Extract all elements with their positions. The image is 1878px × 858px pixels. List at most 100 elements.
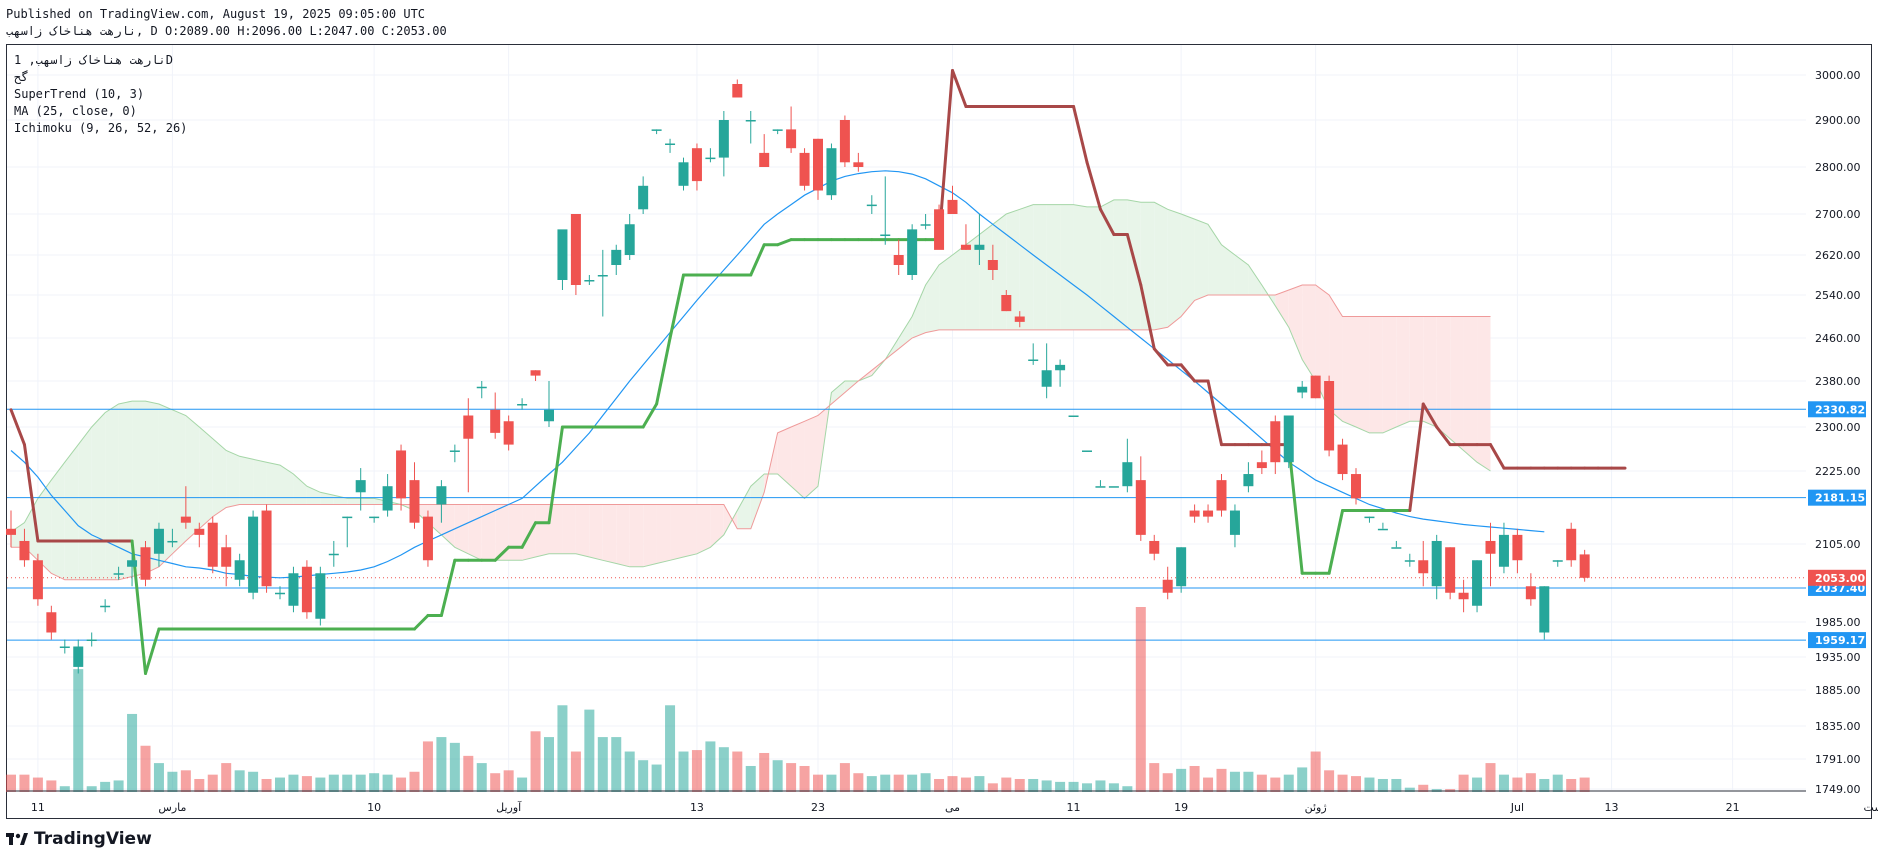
candle-body <box>1324 381 1335 451</box>
volume-bar <box>275 777 285 792</box>
candle <box>1566 522 1577 567</box>
exchange-label: گح <box>14 70 29 84</box>
volume-bar <box>369 773 380 792</box>
cloud-segment <box>549 504 563 554</box>
brand-footer[interactable]: TradingView <box>6 829 152 849</box>
volume-bar <box>866 776 877 792</box>
candle <box>893 239 904 275</box>
ichimoku-legend[interactable]: Ichimoku (9, 26, 52, 26) <box>14 121 188 135</box>
candle-body <box>1189 510 1200 517</box>
price-tick-label: 2540.00 <box>1815 289 1861 302</box>
level-label-bg <box>1808 401 1866 418</box>
candle <box>32 553 43 606</box>
candle-body <box>32 560 43 600</box>
candle-body <box>624 224 635 255</box>
volume-bar <box>1203 777 1214 792</box>
candle <box>1176 547 1187 593</box>
candle <box>1391 540 1402 549</box>
candle-body <box>127 560 138 567</box>
cloud-segment <box>1087 206 1101 330</box>
candle <box>799 148 810 191</box>
candle-body <box>1310 375 1321 399</box>
chart-header: Published on TradingView.com, August 19,… <box>6 6 447 40</box>
cloud-segment <box>656 504 671 564</box>
supertrend-segment <box>749 243 766 277</box>
price-tick-label: 2380.00 <box>1815 375 1861 388</box>
candle <box>86 632 97 647</box>
volume-bar <box>934 778 945 792</box>
volume-bar <box>396 777 407 792</box>
candle <box>1364 516 1375 523</box>
candle <box>221 534 232 587</box>
volume-bar <box>422 741 433 792</box>
candle-body <box>813 138 823 191</box>
supertrend-segment <box>1206 379 1223 447</box>
candle <box>1041 343 1052 399</box>
volume-bar <box>1135 607 1146 792</box>
ma-legend[interactable]: MA (25, close, 0) <box>14 104 137 118</box>
cloud-segment <box>575 504 590 557</box>
supertrend-segment <box>1327 509 1345 575</box>
cloud-segment <box>172 409 186 554</box>
candle <box>1579 549 1590 582</box>
cloud-segment <box>253 459 267 505</box>
candle <box>597 249 608 317</box>
level-label: 1959.17 <box>1815 634 1865 647</box>
volume-bar <box>315 777 326 792</box>
time-tick-label: مارس <box>158 801 186 814</box>
cloud-segment <box>481 504 496 561</box>
candle <box>1001 290 1012 312</box>
volume-bar <box>1001 777 1012 792</box>
candle-body <box>799 152 810 186</box>
volume-bar <box>1028 778 1039 792</box>
volume-bar <box>476 763 487 792</box>
candle <box>813 138 823 200</box>
candle <box>974 214 985 265</box>
candle <box>436 480 447 523</box>
candle-body <box>86 639 97 641</box>
time-tick-label: 19 <box>1174 801 1188 814</box>
supertrend-segment <box>1152 347 1170 367</box>
cloud-segment <box>710 504 724 548</box>
candle-body <box>1028 359 1039 361</box>
candle <box>180 486 191 529</box>
candle <box>301 560 312 619</box>
time-tick-label: آگوست <box>1864 800 1878 814</box>
candle <box>73 639 84 674</box>
candle <box>1122 438 1133 493</box>
cloud-segment <box>1113 199 1128 330</box>
volume-bar <box>1364 777 1375 792</box>
candle-body <box>328 553 339 556</box>
candle <box>839 115 850 167</box>
cloud-segment <box>1382 316 1397 433</box>
candle <box>1095 480 1106 488</box>
candle-body <box>288 573 299 606</box>
volume-bar <box>100 781 111 792</box>
supertrend-legend[interactable]: SuperTrend (10, 3) <box>14 87 145 101</box>
cloud-segment <box>696 504 711 554</box>
supertrend-segment <box>776 238 793 247</box>
volume-bar <box>207 774 218 792</box>
candle-body <box>221 547 232 567</box>
candle-body <box>759 152 770 167</box>
volume-bar <box>786 763 797 792</box>
candle-body <box>301 566 312 613</box>
cloud-segment <box>1033 204 1047 330</box>
cloud-segment <box>750 474 765 529</box>
chart-frame[interactable] <box>6 44 1872 819</box>
candle <box>1472 560 1483 613</box>
candle <box>1431 534 1442 600</box>
volume-bar <box>691 750 702 792</box>
cloud-segment <box>1100 199 1114 330</box>
candle-body <box>1418 560 1429 574</box>
volume-bar <box>127 713 138 792</box>
cloud-segment <box>427 504 442 535</box>
candle-body <box>490 409 501 433</box>
candle <box>1297 381 1308 399</box>
candle <box>1108 486 1119 488</box>
candle <box>409 462 420 529</box>
supertrend-segment <box>1139 283 1156 351</box>
candle-body <box>449 450 460 452</box>
volume-bar <box>570 751 581 792</box>
